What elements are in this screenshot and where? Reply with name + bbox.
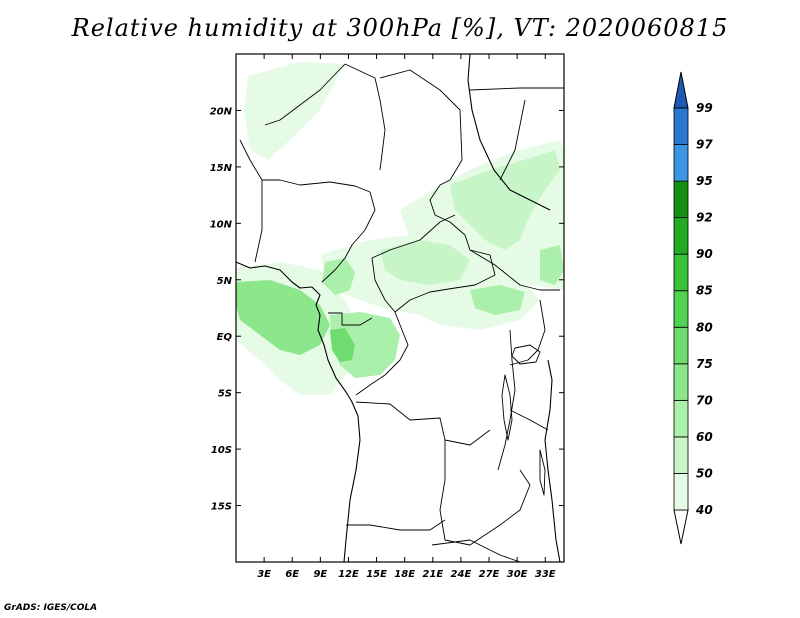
colorbar-swatch	[673, 107, 689, 145]
libya-niger-border	[264, 63, 346, 126]
red-sea-coast	[467, 54, 551, 211]
map-panel: 20N 15N 10N 5N EQ 5S 10S 15S 3E 6E 9E 12E 15E 18E 21E…	[210, 53, 565, 580]
colorbar-level-label: 75	[696, 357, 713, 371]
humidity-area-cameroon	[322, 258, 355, 295]
colorbar: 40 50 60 70 75 80 85 90 92 95 97 99	[673, 71, 713, 545]
longitude-tick-label: 9E	[313, 569, 327, 580]
colorbar-swatch	[673, 363, 689, 401]
humidity-area-gabon	[330, 328, 355, 362]
colorbar-swatch	[673, 180, 689, 219]
east-africa-coastline	[544, 359, 561, 562]
humidity-area-car	[380, 240, 470, 285]
lake-victoria	[511, 344, 541, 365]
longitude-tick-label: 33E	[535, 569, 556, 580]
nigeria-cameroon-border	[321, 191, 376, 283]
longitude-tick-label: 18E	[394, 569, 415, 580]
colorbar-swatch	[673, 144, 689, 182]
colorbar-level-label: 92	[696, 211, 713, 225]
longitude-tick-label: 27E	[479, 569, 500, 580]
gabon-border	[328, 312, 373, 326]
car-drc-border	[394, 249, 496, 313]
lake-tanganyika	[501, 374, 513, 441]
colorbar-swatch	[673, 473, 689, 511]
grads-credit: GrADS: IGES/COLA	[4, 603, 98, 613]
latitude-tick-label: 10N	[210, 219, 233, 230]
longitude-tick-label: 15E	[366, 569, 387, 580]
map-frame	[235, 53, 565, 563]
chad-car-border	[371, 214, 456, 259]
colorbar-level-label: 70	[696, 393, 713, 407]
colorbar-swatch	[673, 253, 689, 292]
colorbar-level-label: 97	[696, 138, 713, 152]
drc-east-border	[497, 329, 516, 471]
colorbar-level-label: 99	[696, 101, 713, 115]
colorbar-swatch	[673, 290, 689, 328]
colorbar-level-label: 60	[696, 430, 713, 444]
colorbar-level-label: 40	[695, 503, 713, 517]
map-title: Relative humidity at 300hPa [%], VT: 202…	[71, 14, 729, 42]
zambia-border	[439, 440, 531, 546]
tanzania-border	[509, 409, 549, 431]
latitude-tick-group: 20N 15N 10N 5N EQ 5S 10S 15S	[210, 106, 564, 513]
botswana-border	[431, 539, 521, 562]
libya-sudan-border	[379, 69, 463, 186]
colorbar-swatch	[673, 326, 689, 365]
colorbar-swatch	[673, 399, 689, 438]
chad-sudan-border	[429, 184, 471, 251]
west-africa-coastline	[236, 261, 361, 562]
latitude-tick-label: 10S	[211, 445, 232, 456]
longitude-tick-label: 6E	[285, 569, 299, 580]
latitude-tick-label: 15S	[211, 502, 232, 513]
longitude-tick-group: 3E 6E 9E 12E 15E 18E 21E 24E 27E 30E 33E	[257, 54, 556, 580]
colorbar-lower-triangle	[673, 509, 689, 545]
humidity-area-congo-west	[330, 312, 400, 378]
latitude-tick-label: 5S	[218, 389, 232, 400]
colorbar-level-label: 80	[696, 320, 713, 334]
drc-angola-border	[355, 401, 491, 446]
colorbar-swatch	[673, 217, 689, 255]
longitude-tick-label: 30E	[507, 569, 528, 580]
colorbar-level-label: 95	[696, 174, 713, 188]
libya-chad-border	[344, 63, 386, 171]
humidity-area-south-sudan	[470, 285, 525, 315]
latitude-tick-label: 20N	[210, 106, 233, 117]
egypt-sudan-border	[469, 87, 564, 91]
humidity-shading	[236, 62, 564, 395]
cameroon-car-border	[371, 257, 396, 313]
longitude-tick-label: 21E	[422, 569, 443, 580]
lake-malawi	[539, 449, 546, 496]
colorbar-upper-triangle	[673, 71, 689, 109]
colorbar-swatch	[673, 436, 689, 474]
nile-river-line	[499, 99, 526, 181]
west-sahel-border	[239, 139, 263, 263]
south-sudan-border	[469, 249, 560, 291]
humidity-area-gulf	[236, 280, 330, 355]
longitude-tick-label: 3E	[257, 569, 271, 580]
coastlines-and-borders	[236, 54, 564, 562]
latitude-tick-label: 5N	[217, 276, 233, 287]
humidity-area-north-sahara	[244, 62, 345, 160]
colorbar-level-label: 50	[696, 466, 713, 480]
niger-nigeria-border	[262, 179, 371, 193]
humidity-area-east-band	[450, 150, 560, 250]
colorbar-level-label: 85	[696, 284, 713, 298]
humidity-area-ethiopia-edge	[540, 245, 564, 285]
kenya-uganda-border	[509, 299, 546, 366]
latitude-tick-label: 15N	[210, 163, 233, 174]
colorbar-level-label: 90	[696, 247, 713, 261]
angola-namibia-border	[346, 519, 446, 531]
longitude-tick-label: 24E	[451, 569, 472, 580]
longitude-tick-label: 12E	[338, 569, 359, 580]
latitude-tick-label: EQ	[217, 332, 233, 343]
congo-drc-border	[355, 311, 409, 396]
